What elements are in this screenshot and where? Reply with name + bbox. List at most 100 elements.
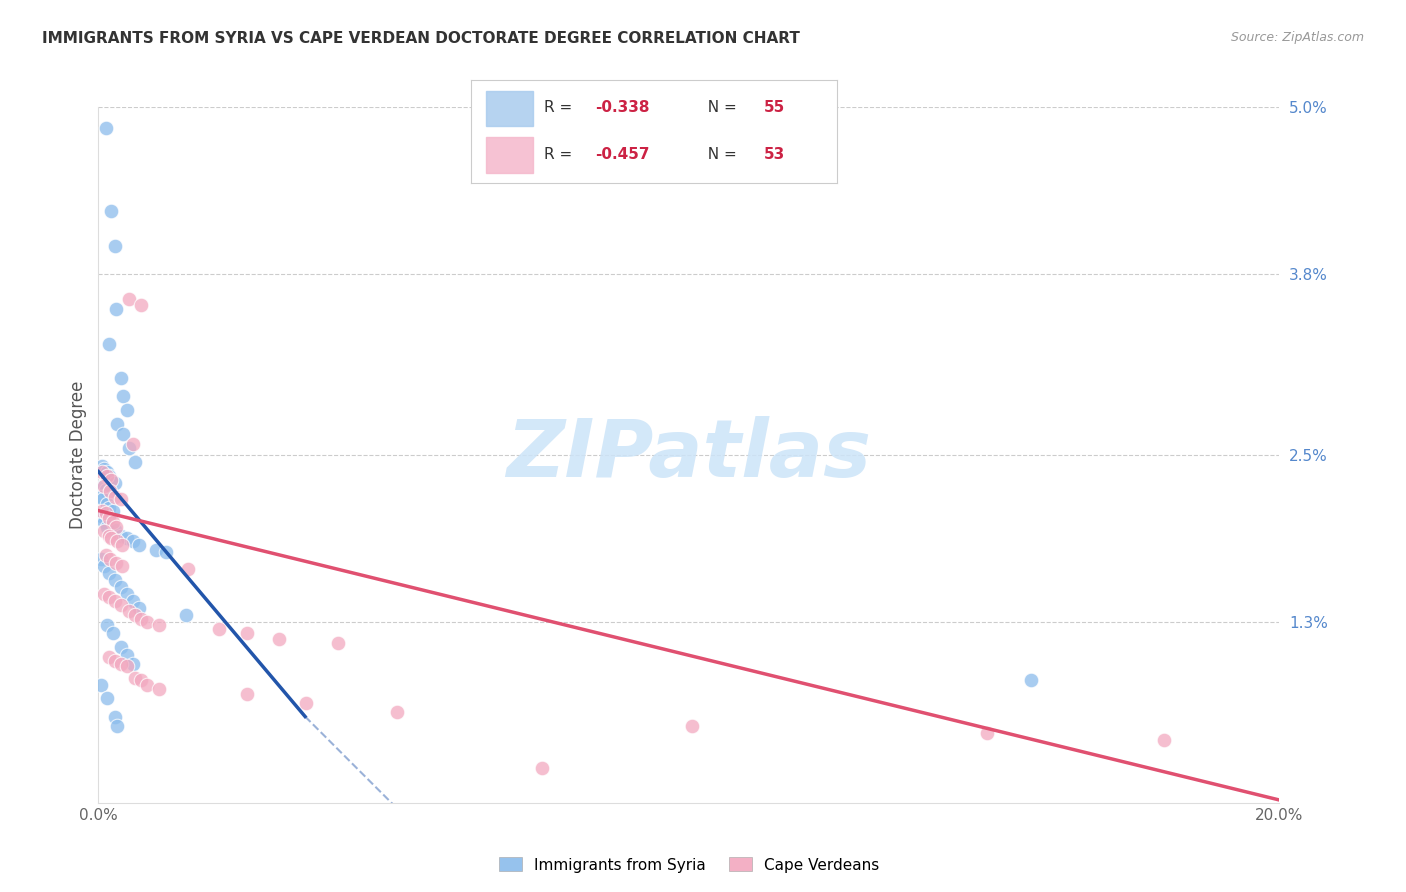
Point xyxy=(93,462,115,476)
Point xyxy=(236,626,259,640)
Point xyxy=(128,538,150,552)
Point xyxy=(93,524,115,539)
Point xyxy=(110,657,132,671)
Point xyxy=(98,590,121,604)
Point xyxy=(115,648,138,663)
Point xyxy=(112,427,135,442)
Point xyxy=(135,615,157,629)
Point xyxy=(105,719,128,733)
Point xyxy=(155,545,177,559)
Point xyxy=(976,726,998,740)
Point xyxy=(105,534,128,549)
Point xyxy=(124,455,146,469)
Point xyxy=(93,559,115,574)
Point xyxy=(129,673,152,688)
Text: Source: ZipAtlas.com: Source: ZipAtlas.com xyxy=(1230,31,1364,45)
Point xyxy=(100,473,122,487)
Point xyxy=(96,617,118,632)
Point xyxy=(104,654,127,668)
Text: ZIPatlas: ZIPatlas xyxy=(506,416,872,494)
Point xyxy=(100,532,122,546)
Point xyxy=(101,626,124,640)
Point xyxy=(104,573,127,587)
Point xyxy=(115,659,138,673)
Point xyxy=(100,204,122,219)
Text: N =: N = xyxy=(697,146,741,161)
Point xyxy=(98,468,121,483)
Point xyxy=(110,528,132,542)
Point xyxy=(1153,733,1175,747)
Text: 53: 53 xyxy=(763,146,785,161)
Point xyxy=(104,709,127,723)
Point xyxy=(90,509,112,524)
Point xyxy=(98,500,121,515)
Point xyxy=(94,483,117,497)
Point xyxy=(93,515,115,529)
Point xyxy=(111,559,134,574)
Point xyxy=(148,681,170,696)
Point xyxy=(121,594,143,608)
Point xyxy=(90,490,112,504)
Point xyxy=(91,478,114,492)
Text: 55: 55 xyxy=(763,101,785,115)
Text: -0.457: -0.457 xyxy=(595,146,650,161)
Point xyxy=(98,649,121,664)
Text: R =: R = xyxy=(544,101,578,115)
Point xyxy=(98,510,121,524)
Point xyxy=(145,542,167,557)
Bar xyxy=(485,136,533,173)
Point xyxy=(104,523,127,537)
Point xyxy=(105,417,128,432)
Point xyxy=(90,677,112,691)
Point xyxy=(110,492,132,507)
Point xyxy=(135,677,157,691)
Point xyxy=(295,696,318,710)
Point xyxy=(110,640,132,654)
Point xyxy=(93,587,115,601)
Point xyxy=(104,490,127,504)
Point xyxy=(236,687,259,701)
Point xyxy=(112,389,135,403)
Point xyxy=(118,292,141,306)
Text: R =: R = xyxy=(544,146,578,161)
Point xyxy=(104,475,127,490)
Point xyxy=(98,566,121,581)
Point xyxy=(94,507,117,521)
Point xyxy=(98,528,121,542)
Point xyxy=(100,473,122,487)
Point xyxy=(98,336,121,351)
Point xyxy=(121,534,143,549)
Legend: Immigrants from Syria, Cape Verdeans: Immigrants from Syria, Cape Verdeans xyxy=(492,851,886,879)
Y-axis label: Doctorate Degree: Doctorate Degree xyxy=(69,381,87,529)
Point xyxy=(148,617,170,632)
Point xyxy=(326,636,349,650)
Point xyxy=(267,632,290,646)
Point xyxy=(94,120,117,135)
Point xyxy=(110,580,132,594)
Text: IMMIGRANTS FROM SYRIA VS CAPE VERDEAN DOCTORATE DEGREE CORRELATION CHART: IMMIGRANTS FROM SYRIA VS CAPE VERDEAN DO… xyxy=(42,31,800,46)
Point xyxy=(94,548,117,562)
Point xyxy=(177,562,200,576)
Point xyxy=(105,557,128,571)
Point xyxy=(129,298,152,312)
Point xyxy=(129,612,152,626)
Point xyxy=(101,503,124,517)
Point xyxy=(1021,673,1043,688)
Point xyxy=(91,503,114,517)
Point xyxy=(124,607,146,622)
Point xyxy=(104,594,127,608)
Point xyxy=(208,622,231,636)
Point xyxy=(531,761,554,775)
Point xyxy=(104,239,127,253)
Text: -0.338: -0.338 xyxy=(595,101,650,115)
Point xyxy=(93,478,115,492)
Point xyxy=(121,437,143,451)
Point xyxy=(111,538,134,552)
Point xyxy=(110,598,132,612)
Point xyxy=(105,520,128,534)
Point xyxy=(91,492,114,507)
Text: N =: N = xyxy=(697,101,741,115)
Point xyxy=(91,465,114,479)
Point xyxy=(105,301,128,316)
Point xyxy=(110,371,132,385)
